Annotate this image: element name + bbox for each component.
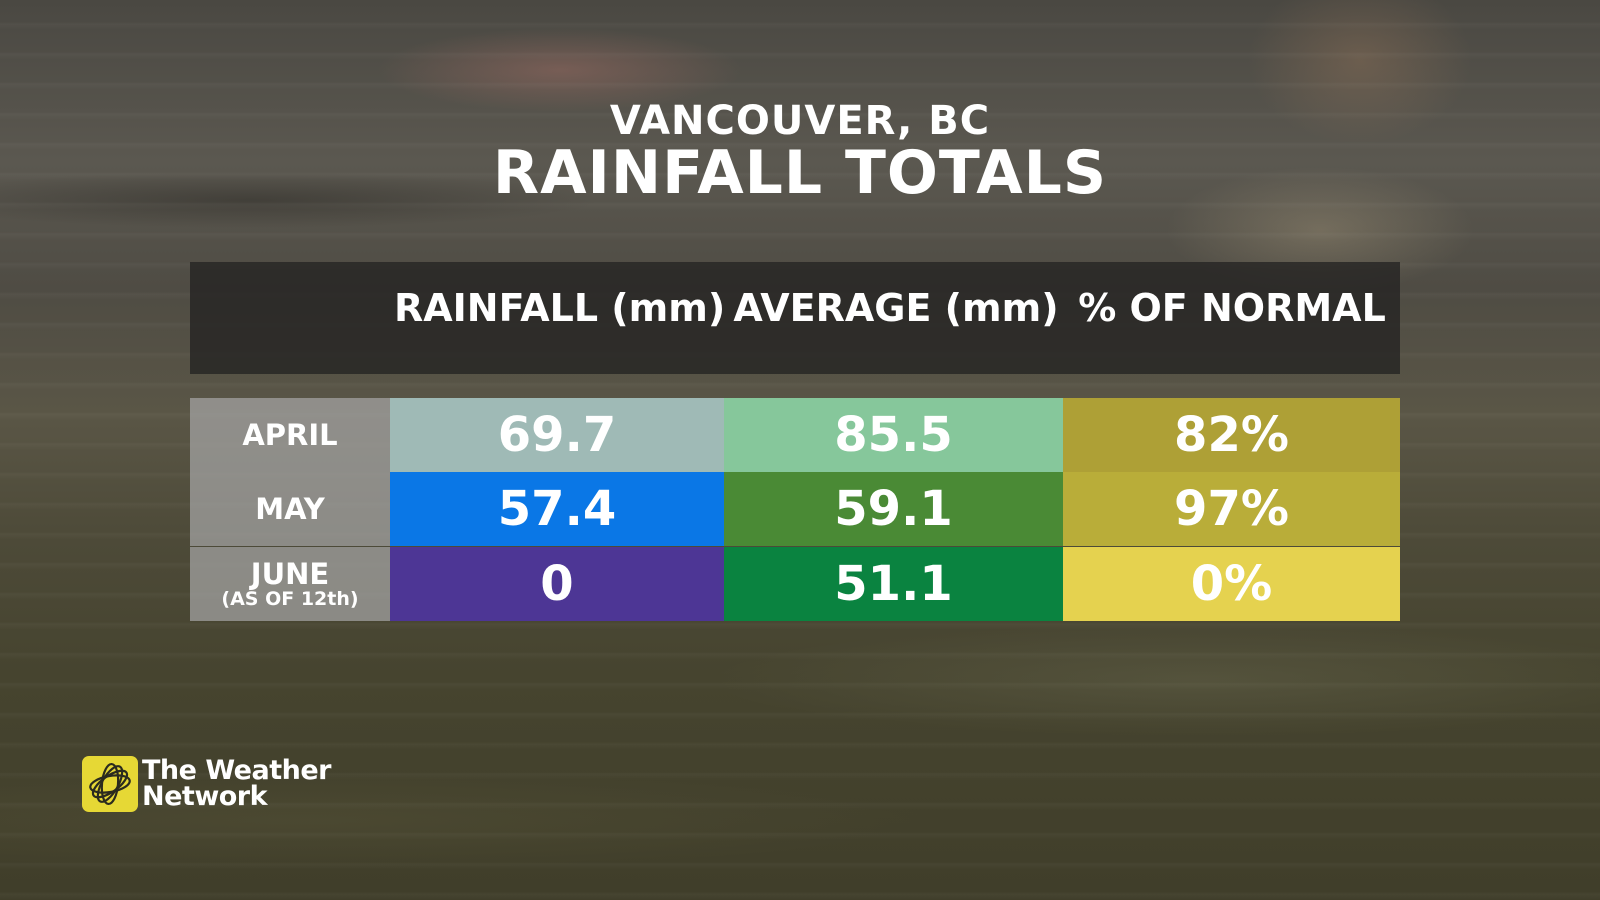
cell-april-percent: 82% [1063, 398, 1400, 472]
cell-may-percent: 97% [1063, 472, 1400, 546]
row-label-text: APRIL [242, 418, 338, 452]
row-label-may: MAY [190, 472, 390, 546]
column-header-average: AVERAGE (mm) [733, 286, 1059, 330]
cell-june-average: 51.1 [724, 547, 1063, 621]
logo-line1: The Weather [142, 755, 331, 786]
weather-network-logo: The Weather Network [82, 756, 331, 812]
cell-may-average: 59.1 [724, 472, 1063, 546]
cell-june-percent: 0% [1063, 547, 1400, 621]
logo-text: The Weather Network [142, 755, 331, 812]
column-header-rainfall: RAINFALL (mm) [394, 286, 726, 330]
cell-april-rainfall: 69.7 [390, 398, 724, 472]
row-label-april: APRIL [190, 398, 390, 472]
column-header-percent: % OF NORMAL [1078, 286, 1386, 330]
page-title: RAINFALL TOTALS [492, 138, 1108, 208]
column-header-bar [190, 262, 1400, 374]
row-label-june: JUNE (AS OF 12th) [190, 547, 390, 621]
location-title: VANCOUVER, BC [609, 98, 991, 144]
logo-line2: Network [142, 781, 268, 812]
weather-network-swirl-icon [82, 756, 138, 812]
cell-june-rainfall: 0 [390, 547, 724, 621]
row-label-note: (AS OF 12th) [221, 588, 359, 610]
row-label-text: MAY [255, 492, 325, 526]
row-label-text: JUNE [250, 557, 330, 591]
cell-may-rainfall: 57.4 [390, 472, 724, 546]
cell-april-average: 85.5 [724, 398, 1063, 472]
